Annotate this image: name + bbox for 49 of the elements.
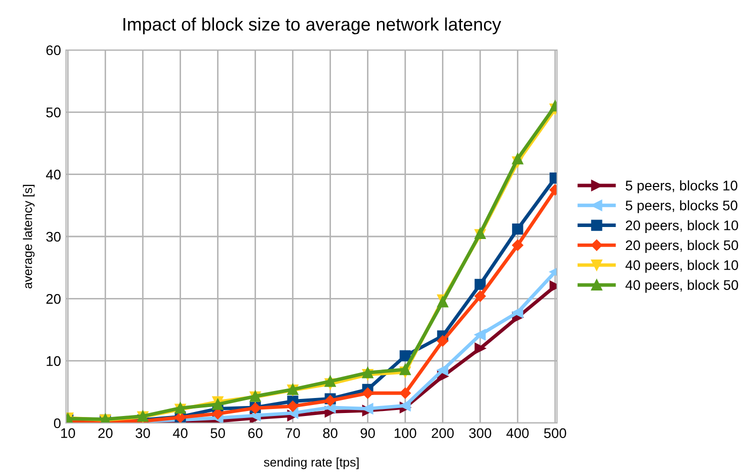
- y-tick-label: 40: [46, 170, 61, 180]
- x-tick-label: 10: [61, 428, 76, 438]
- legend-label: 40 peers, block 50: [625, 280, 738, 293]
- x-tick-label: 50: [210, 428, 225, 438]
- x-tick-label: 100: [394, 428, 416, 438]
- chart-title: Impact of block size to average network latency: [124, 17, 502, 34]
- x-tick-label: 90: [360, 428, 375, 438]
- legend-label: 5 peers, blocks 50: [626, 200, 738, 214]
- x-tick-label: 80: [323, 428, 338, 438]
- y-tick-label: 30: [46, 232, 61, 242]
- y-tick-label: 20: [46, 294, 61, 304]
- x-tick-label: 300: [469, 428, 492, 438]
- y-tick-label: 60: [46, 45, 61, 56]
- x-tick-label: 60: [248, 428, 262, 438]
- point: [400, 350, 411, 362]
- point: [212, 408, 224, 420]
- point: [212, 398, 224, 410]
- y-tick-label: 50: [46, 108, 61, 118]
- legend-label: 40 peers, block 10: [625, 260, 738, 273]
- legend-label: 20 peers, block 50: [626, 240, 738, 253]
- point: [512, 153, 524, 164]
- point: [474, 329, 486, 340]
- x-tick-label: 500: [544, 428, 566, 438]
- point: [474, 342, 486, 354]
- point: [474, 278, 486, 290]
- y-tick-label: 0: [54, 418, 61, 428]
- x-tick-label: 40: [172, 428, 188, 438]
- x-tick-label: 400: [506, 428, 529, 438]
- point: [512, 223, 524, 235]
- y-tick-label: 10: [46, 356, 61, 366]
- point: [287, 400, 298, 412]
- x-axis-title: sending rate [tps]: [264, 457, 359, 470]
- point: [362, 388, 374, 399]
- point: [512, 240, 524, 251]
- x-tick-label: 70: [286, 428, 300, 438]
- y-axis-title: average latency [s]: [22, 184, 35, 288]
- x-tick-label: 200: [432, 428, 454, 438]
- point: [437, 335, 448, 347]
- point: [512, 306, 524, 318]
- point: [400, 364, 411, 376]
- legend-label: 5 peers, blocks 10: [626, 180, 738, 194]
- point: [474, 290, 486, 302]
- x-tick-label: 20: [98, 428, 113, 438]
- point: [287, 407, 298, 419]
- point: [400, 388, 411, 399]
- point: [437, 364, 448, 376]
- point: [324, 376, 336, 387]
- x-tick-label: 30: [136, 428, 150, 438]
- legend-label: 20 peers, block 10: [626, 220, 738, 234]
